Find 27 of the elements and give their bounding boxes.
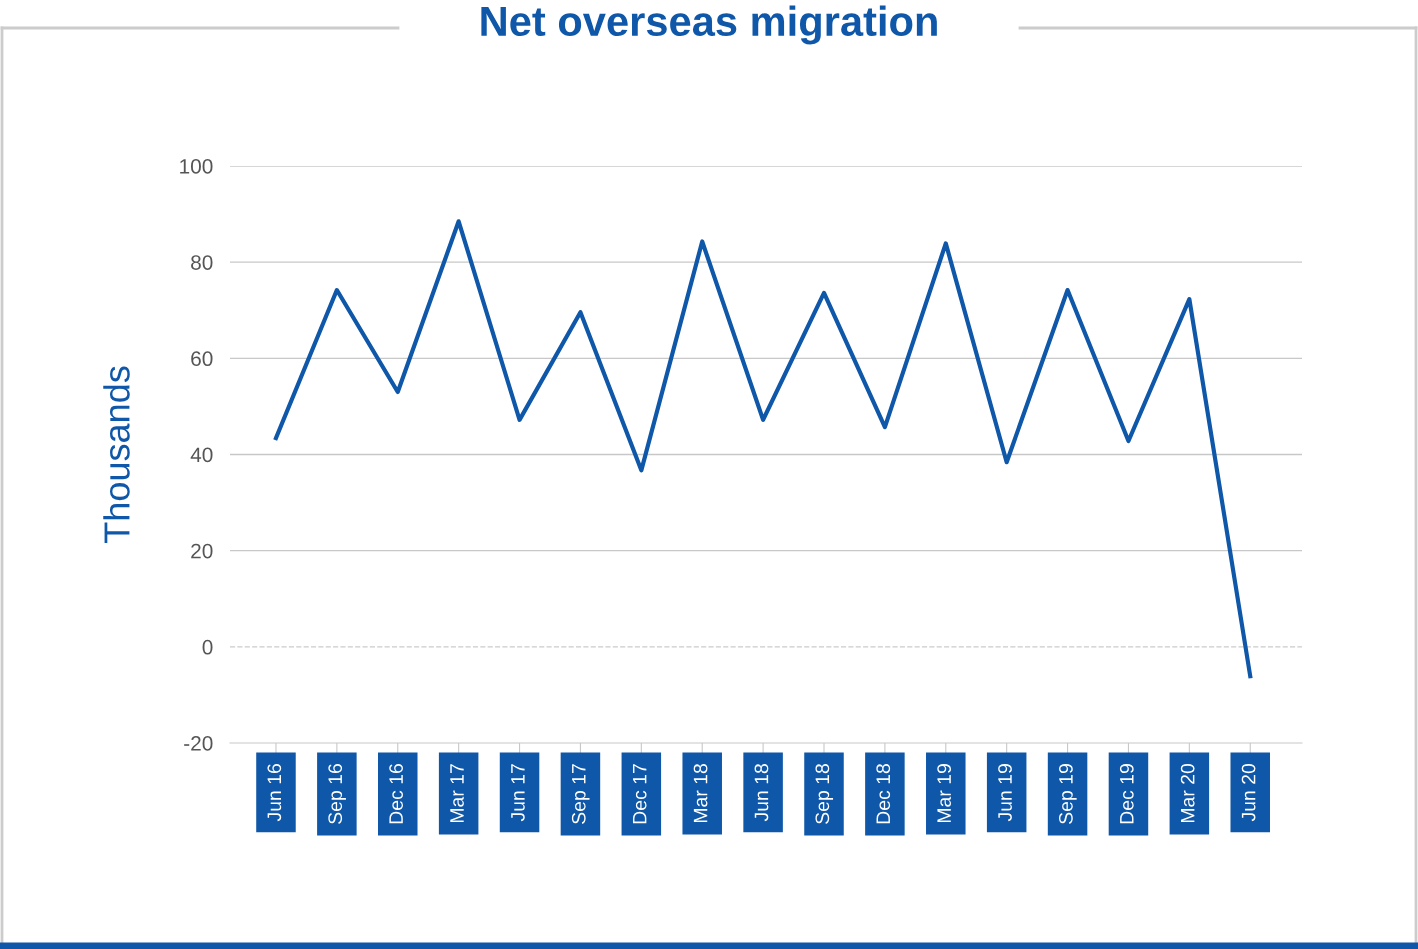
y-tick-label: -20 — [184, 736, 213, 751]
y-tick-label: 20 — [191, 543, 213, 559]
y-tick-label: 40 — [190, 447, 213, 463]
y-axis-title: Thousands — [103, 366, 130, 544]
x-tick-label: Jun 16 — [267, 764, 282, 822]
x-tick-label: Jun 18 — [754, 764, 769, 822]
x-tick-label: Mar 18 — [693, 764, 708, 823]
x-tick-label: Dec 16 — [389, 764, 403, 824]
x-tick-label: Dec 18 — [876, 764, 891, 824]
x-tick-label: Sep 19 — [1059, 764, 1077, 824]
line-series — [273, 219, 1253, 679]
x-tick-label: Dec 17 — [632, 764, 647, 824]
x-tick-label: Sep 17 — [571, 764, 590, 824]
y-tick-label: 80 — [191, 255, 213, 270]
y-tick-label: 100 — [180, 159, 213, 174]
y-tick-label: 60 — [191, 351, 213, 367]
x-tick-label: Sep 16 — [328, 764, 346, 824]
chart-title: Net overseas migration — [481, 5, 937, 45]
x-tick-label: Jun 20 — [1241, 763, 1256, 822]
y-tick-label: 0 — [202, 639, 213, 655]
x-tick-label: Mar 19 — [937, 764, 951, 823]
x-tick-label: Dec 19 — [1119, 764, 1134, 824]
x-tick-label: Mar 17 — [450, 764, 464, 823]
x-tick-label: Mar 20 — [1180, 763, 1195, 823]
x-tick-label: Sep 18 — [815, 764, 834, 824]
x-tick-label: Jun 19 — [998, 764, 1012, 822]
x-tick-label: Jun 17 — [511, 764, 525, 822]
